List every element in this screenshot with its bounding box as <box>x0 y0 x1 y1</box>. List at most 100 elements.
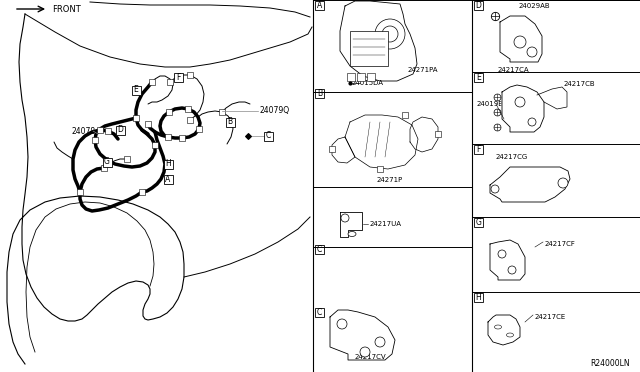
Text: 24079Q: 24079Q <box>260 106 290 115</box>
Text: A: A <box>317 1 322 10</box>
Bar <box>165 134 171 140</box>
Bar <box>152 142 158 148</box>
Text: R24000LN: R24000LN <box>590 359 630 369</box>
Polygon shape <box>345 115 418 169</box>
Text: FRONT: FRONT <box>52 4 81 13</box>
Bar <box>225 118 234 126</box>
Text: C: C <box>317 308 322 317</box>
Circle shape <box>337 319 347 329</box>
Circle shape <box>382 26 398 42</box>
Text: D: D <box>476 1 481 10</box>
Bar <box>187 72 193 78</box>
Text: E: E <box>134 86 138 94</box>
Bar <box>179 135 185 141</box>
Polygon shape <box>488 315 520 345</box>
Polygon shape <box>537 87 567 109</box>
Bar <box>315 245 324 254</box>
Bar <box>377 166 383 172</box>
Circle shape <box>527 47 537 57</box>
Bar <box>219 109 225 115</box>
Text: G: G <box>476 218 481 227</box>
Bar <box>77 189 83 195</box>
Text: 24271PA: 24271PA <box>408 67 438 73</box>
Bar <box>145 121 151 127</box>
Bar <box>163 174 173 183</box>
Bar <box>264 131 273 141</box>
Text: 24217CV: 24217CV <box>354 354 386 360</box>
Bar <box>163 160 173 169</box>
Bar <box>102 157 111 167</box>
Text: 24217CE: 24217CE <box>535 314 566 320</box>
Text: H: H <box>476 293 481 302</box>
Text: 24217UA: 24217UA <box>370 221 402 227</box>
Circle shape <box>508 266 516 274</box>
Text: 24217CG: 24217CG <box>496 154 528 160</box>
Text: C: C <box>266 131 271 141</box>
Circle shape <box>341 214 349 222</box>
Text: B: B <box>227 118 232 126</box>
Bar <box>92 137 98 143</box>
Polygon shape <box>500 16 542 62</box>
Bar <box>149 79 155 85</box>
Bar <box>474 293 483 302</box>
Bar <box>315 89 324 98</box>
Polygon shape <box>490 240 525 280</box>
Polygon shape <box>330 310 395 360</box>
Bar <box>115 125 125 135</box>
Bar <box>315 308 324 317</box>
Text: F: F <box>176 73 180 81</box>
Bar <box>329 146 335 152</box>
Ellipse shape <box>495 325 502 329</box>
Bar <box>173 73 182 81</box>
Ellipse shape <box>506 333 513 337</box>
Text: C: C <box>317 245 322 254</box>
Circle shape <box>498 250 506 258</box>
Text: B: B <box>317 89 322 98</box>
Bar <box>435 131 441 137</box>
Ellipse shape <box>348 231 356 237</box>
Text: G: G <box>104 157 110 167</box>
Polygon shape <box>490 167 570 202</box>
Text: A: A <box>165 174 171 183</box>
Text: D: D <box>117 125 123 135</box>
Circle shape <box>360 347 370 357</box>
Bar <box>97 127 103 133</box>
Circle shape <box>528 118 536 126</box>
Bar <box>105 128 111 134</box>
Bar <box>185 106 191 112</box>
Bar <box>196 126 202 132</box>
Bar <box>350 31 388 66</box>
Circle shape <box>558 178 568 188</box>
Circle shape <box>375 19 405 49</box>
Bar <box>367 73 375 81</box>
Circle shape <box>514 36 526 48</box>
Bar <box>187 117 193 123</box>
Circle shape <box>491 185 499 193</box>
Bar <box>402 112 408 118</box>
Bar <box>133 115 139 121</box>
Polygon shape <box>502 85 544 132</box>
Bar <box>101 165 107 171</box>
Text: F: F <box>476 145 481 154</box>
Text: 24217CF: 24217CF <box>545 241 576 247</box>
Bar <box>124 156 130 162</box>
Polygon shape <box>410 117 438 152</box>
Bar <box>474 145 483 154</box>
Bar <box>167 79 173 85</box>
Bar <box>474 73 483 82</box>
Polygon shape <box>332 137 355 163</box>
Text: H: H <box>165 160 171 169</box>
Bar <box>347 73 355 81</box>
Circle shape <box>375 337 385 347</box>
Bar <box>357 73 365 81</box>
Text: 24217CA: 24217CA <box>498 67 530 73</box>
Bar <box>131 86 141 94</box>
Polygon shape <box>340 1 417 81</box>
Polygon shape <box>340 212 362 237</box>
Bar <box>474 1 483 10</box>
Text: 24029AB: 24029AB <box>519 3 550 9</box>
Text: 24271P: 24271P <box>377 177 403 183</box>
Bar <box>139 189 145 195</box>
Bar <box>315 1 324 10</box>
Text: 24015DA: 24015DA <box>352 80 384 86</box>
